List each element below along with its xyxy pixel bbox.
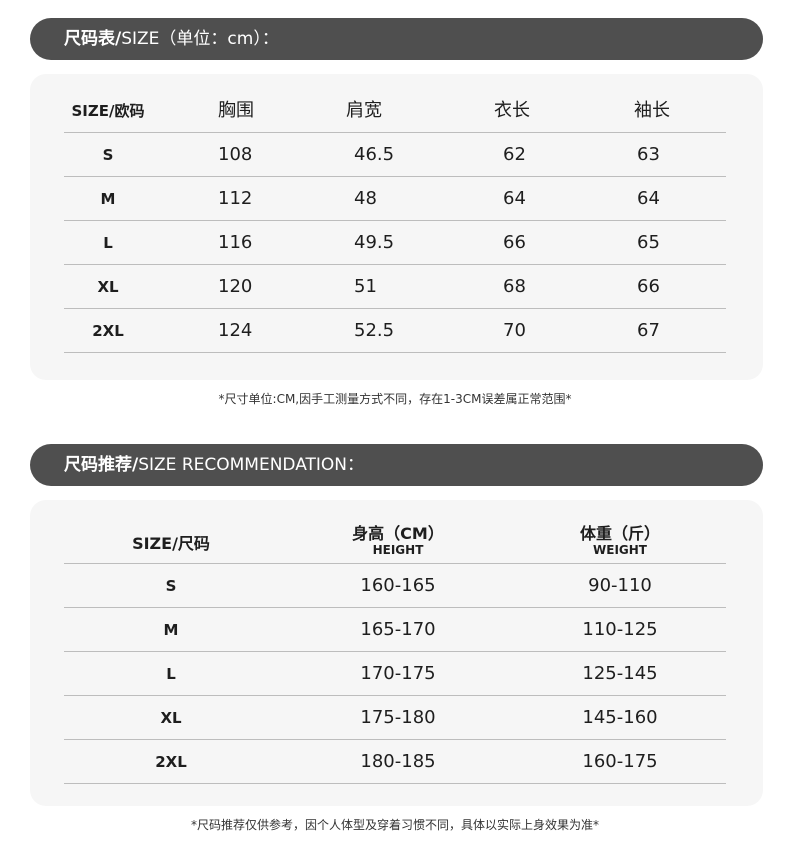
table-row: XL 175-180 145-160 [64,695,726,740]
table-cell: 175-180 [360,707,436,728]
table-cell: 2XL [155,753,187,771]
header-cn: 身高（CM） [352,524,444,543]
table-cell: L [166,665,176,683]
size-table-title: SIZE（单位：cm）： [121,29,279,49]
table-cell: 125-145 [582,663,658,684]
recommendation-panel: SIZE/尺码 身高（CM） HEIGHT 体重（斤） WEIGHT S 160-165 90… [30,500,763,806]
table-cell: 2XL [92,322,124,340]
table-cell: 68 [503,276,526,297]
table-row: L 116 49.5 66 65 [64,220,726,265]
header-en: HEIGHT [372,543,424,557]
size-table-title-bold: 尺码表/ [64,29,122,49]
table-row: M 112 48 64 64 [64,176,726,221]
table-cell: L [103,234,113,252]
table-cell: 65 [637,232,660,253]
column-header: SIZE/欧码 [71,102,145,120]
table-cell: 48 [354,188,377,209]
table-cell: XL [160,709,182,727]
table-header-row: SIZE/尺码 身高（CM） HEIGHT 体重（斤） WEIGHT [64,519,726,564]
table-cell: 67 [637,320,660,341]
table-cell: 64 [637,188,660,209]
table-cell: 66 [637,276,660,297]
table-cell: S [102,146,114,164]
recommendation-title: SIZE RECOMMENDATION： [138,455,365,475]
column-header: 身高（CM） HEIGHT [352,519,444,569]
table-cell: 52.5 [354,320,395,341]
table-cell: 70 [503,320,526,341]
table-header-row: SIZE/欧码 胸围 肩宽 衣长 袖长 [64,88,726,133]
table-cell: 64 [503,188,526,209]
table-cell: 90-110 [588,575,652,596]
size-table-title-bar: 尺码表/SIZE（单位：cm）： [30,18,763,60]
table-row: S 108 46.5 62 63 [64,132,726,177]
recommendation-title-bold: 尺码推荐/ [64,455,139,475]
table-row: 2XL 124 52.5 70 67 [64,308,726,353]
table-cell: 170-175 [360,663,436,684]
table-cell: 63 [637,144,660,165]
header-cn: 体重（斤） [579,524,661,543]
table-cell: 46.5 [354,144,395,165]
column-header: 衣长 [494,100,530,121]
table-row: XL 120 51 68 66 [64,264,726,309]
table-cell: 112 [218,188,253,209]
size-table-note: *尺寸单位:CM,因手工测量方式不同，存在1-3CM误差属正常范围* [218,392,572,406]
table-cell: 145-160 [582,707,658,728]
table-cell: 110-125 [582,619,658,640]
table-cell: 160-175 [582,751,658,772]
table-cell: 180-185 [360,751,436,772]
table-cell: 124 [218,320,253,341]
table-cell: XL [97,278,119,296]
table-cell: 66 [503,232,526,253]
table-cell: 108 [218,144,253,165]
size-table-panel: SIZE/欧码 胸围 肩宽 衣长 袖长 S 108 46.5 62 63 M 112 48 64 64 L 11… [30,74,763,380]
table-cell: 120 [218,276,253,297]
column-header: SIZE/尺码 [132,534,210,553]
header-en: WEIGHT [593,543,647,557]
table-cell: 160-165 [360,575,436,596]
table-row: 2XL 180-185 160-175 [64,739,726,784]
table-cell: 62 [503,144,526,165]
column-header: 肩宽 [346,100,382,121]
recommendation-title-bar: 尺码推荐/SIZE RECOMMENDATION： [30,444,763,486]
table-cell: S [165,577,177,595]
table-row: M 165-170 110-125 [64,607,726,652]
table-cell: 165-170 [360,619,436,640]
table-cell: M [100,190,116,208]
table-cell: 51 [354,276,377,297]
table-cell: 49.5 [354,232,395,253]
column-header: 胸围 [218,100,254,121]
table-cell: M [163,621,179,639]
table-cell: 116 [218,232,253,253]
column-header: 体重（斤） WEIGHT [580,519,660,569]
table-row: L 170-175 125-145 [64,651,726,696]
recommendation-note: *尺码推荐仅供参考，因个人体型及穿着习惯不同，具体以实际上身效果为准* [190,818,599,832]
column-header: 袖长 [634,100,670,121]
table-row: S 160-165 90-110 [64,563,726,608]
